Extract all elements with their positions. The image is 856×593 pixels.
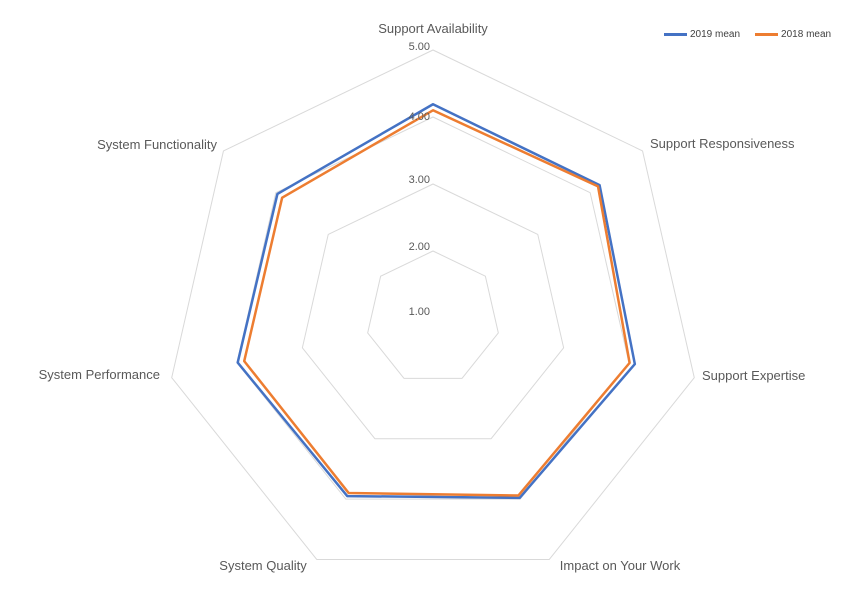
series-line-2019-mean[interactable] <box>236 103 637 500</box>
value-tick-2: 2.00 <box>408 241 430 253</box>
gridline-ring-2.00 <box>367 250 499 379</box>
chart-legend: 2019 mean 2018 mean <box>664 29 831 40</box>
legend-line-swatch-2019 <box>664 33 687 36</box>
legend-item-2018-mean[interactable]: 2018 mean <box>755 29 831 40</box>
axis-label-impact-on-your-work: Impact on Your Work <box>559 558 681 573</box>
axis-label-system-functionality: System Functionality <box>97 137 217 152</box>
legend-line-swatch-2018 <box>755 33 779 36</box>
value-tick-3: 3.00 <box>408 174 430 186</box>
value-tick-4: 4.00 <box>408 111 430 123</box>
gridline-ring-5.00 <box>171 49 695 560</box>
gridline-ring-3.00 <box>301 183 565 440</box>
legend-label-2018: 2018 mean <box>781 29 832 40</box>
axis-label-support-expertise: Support Expertise <box>702 368 806 383</box>
value-tick-5: 5.00 <box>408 41 430 53</box>
axis-label-system-performance: System Performance <box>38 367 160 382</box>
axis-label-support-availability: Support Availability <box>378 21 488 36</box>
series-line-2018-mean[interactable] <box>242 109 631 497</box>
value-tick-1: 1.00 <box>408 306 430 318</box>
axis-label-system-quality: System Quality <box>219 558 307 573</box>
legend-label-2019: 2019 mean <box>690 29 741 40</box>
gridline-ring-4.00 <box>236 116 630 500</box>
axis-label-support-responsiveness: Support Responsiveness <box>650 136 795 151</box>
legend-item-2019-mean[interactable]: 2019 mean <box>664 29 740 40</box>
